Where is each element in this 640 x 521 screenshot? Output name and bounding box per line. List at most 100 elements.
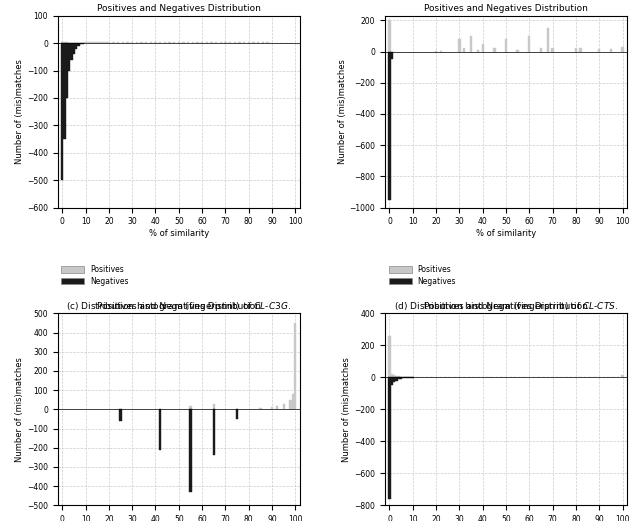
Bar — [390, 377, 393, 386]
Bar — [271, 407, 273, 410]
Bar — [396, 376, 397, 377]
Bar — [289, 400, 292, 410]
Bar — [84, 42, 87, 43]
Bar — [63, 42, 66, 43]
Bar — [92, 42, 93, 43]
Legend: Positives, Negatives: Positives, Negatives — [388, 265, 456, 286]
Bar — [236, 410, 238, 419]
Bar — [108, 42, 110, 43]
Bar — [282, 404, 285, 410]
Bar — [540, 48, 542, 52]
Bar — [73, 43, 75, 54]
Y-axis label: Number of (mis)matches: Number of (mis)matches — [15, 59, 24, 164]
Bar — [440, 51, 442, 52]
Bar — [252, 42, 255, 43]
Bar — [224, 42, 227, 43]
Bar — [388, 52, 390, 200]
Bar — [150, 42, 152, 43]
Bar — [63, 43, 66, 139]
Bar — [68, 43, 70, 70]
Bar — [481, 44, 484, 52]
Bar — [212, 410, 215, 455]
Bar — [131, 42, 133, 43]
Bar — [403, 377, 404, 378]
Bar — [191, 42, 194, 43]
Bar — [154, 42, 157, 43]
Bar — [528, 36, 531, 52]
Bar — [66, 42, 68, 43]
Bar — [229, 42, 231, 43]
Bar — [66, 43, 68, 98]
Bar — [404, 377, 407, 378]
Bar — [396, 377, 397, 380]
Title: Positives and Negatives Distribution: Positives and Negatives Distribution — [424, 5, 588, 14]
Bar — [187, 42, 189, 43]
Bar — [463, 48, 465, 52]
Bar — [397, 377, 400, 379]
Bar — [77, 43, 80, 46]
Bar — [505, 39, 507, 52]
Bar — [205, 42, 208, 43]
Bar — [211, 42, 212, 43]
Bar — [243, 42, 245, 43]
Bar — [266, 42, 269, 43]
Bar — [259, 408, 262, 410]
Bar — [122, 42, 124, 43]
Y-axis label: Number of (mis)matches: Number of (mis)matches — [337, 59, 347, 164]
Bar — [493, 48, 495, 52]
X-axis label: % of similarity: % of similarity — [148, 229, 209, 238]
Bar — [393, 376, 396, 377]
Bar — [390, 52, 393, 59]
Bar — [164, 42, 166, 43]
Bar — [234, 42, 236, 43]
Y-axis label: Number of (mis)matches: Number of (mis)matches — [15, 357, 24, 462]
Legend: Positives, Negatives: Positives, Negatives — [61, 265, 129, 286]
Bar — [390, 374, 393, 377]
Bar — [100, 42, 103, 43]
Bar — [257, 42, 259, 43]
Bar — [168, 42, 171, 43]
Bar — [552, 48, 554, 52]
Bar — [159, 410, 161, 450]
Bar — [547, 28, 549, 52]
Bar — [610, 49, 612, 52]
Bar — [215, 42, 217, 43]
Bar — [212, 404, 215, 410]
Bar — [388, 20, 390, 52]
Bar — [173, 42, 175, 43]
Bar — [220, 42, 222, 43]
Bar — [388, 336, 390, 377]
Bar — [397, 376, 400, 377]
Bar — [470, 36, 472, 52]
Bar — [113, 42, 115, 43]
Bar — [407, 377, 410, 378]
X-axis label: % of similarity: % of similarity — [476, 229, 536, 238]
Bar — [196, 42, 198, 43]
Bar — [621, 375, 624, 377]
Bar — [87, 42, 89, 43]
Bar — [294, 323, 296, 410]
Bar — [178, 42, 180, 43]
Text: (d) Distribution histogram (fingerprint) of $\mathit{CL}$-$\mathit{CTS}$.: (d) Distribution histogram (fingerprint)… — [394, 300, 618, 313]
Bar — [80, 43, 82, 44]
Bar — [201, 42, 204, 43]
Bar — [93, 42, 96, 43]
Title: Positives and Negatives Distribution: Positives and Negatives Distribution — [424, 302, 588, 311]
Bar — [516, 50, 519, 52]
Bar — [145, 42, 147, 43]
Bar — [248, 42, 250, 43]
Bar — [61, 43, 63, 180]
Bar — [388, 377, 390, 499]
Bar — [262, 42, 264, 43]
Title: Positives and Negatives Distribution: Positives and Negatives Distribution — [97, 5, 260, 14]
Bar — [579, 48, 582, 52]
Bar — [598, 49, 600, 52]
Bar — [106, 42, 108, 43]
Bar — [189, 410, 191, 492]
Bar — [189, 405, 191, 410]
Y-axis label: Number of (mis)matches: Number of (mis)matches — [342, 357, 351, 462]
Bar — [75, 43, 77, 48]
Bar — [393, 377, 396, 382]
Bar — [120, 410, 122, 421]
Bar — [140, 42, 143, 43]
